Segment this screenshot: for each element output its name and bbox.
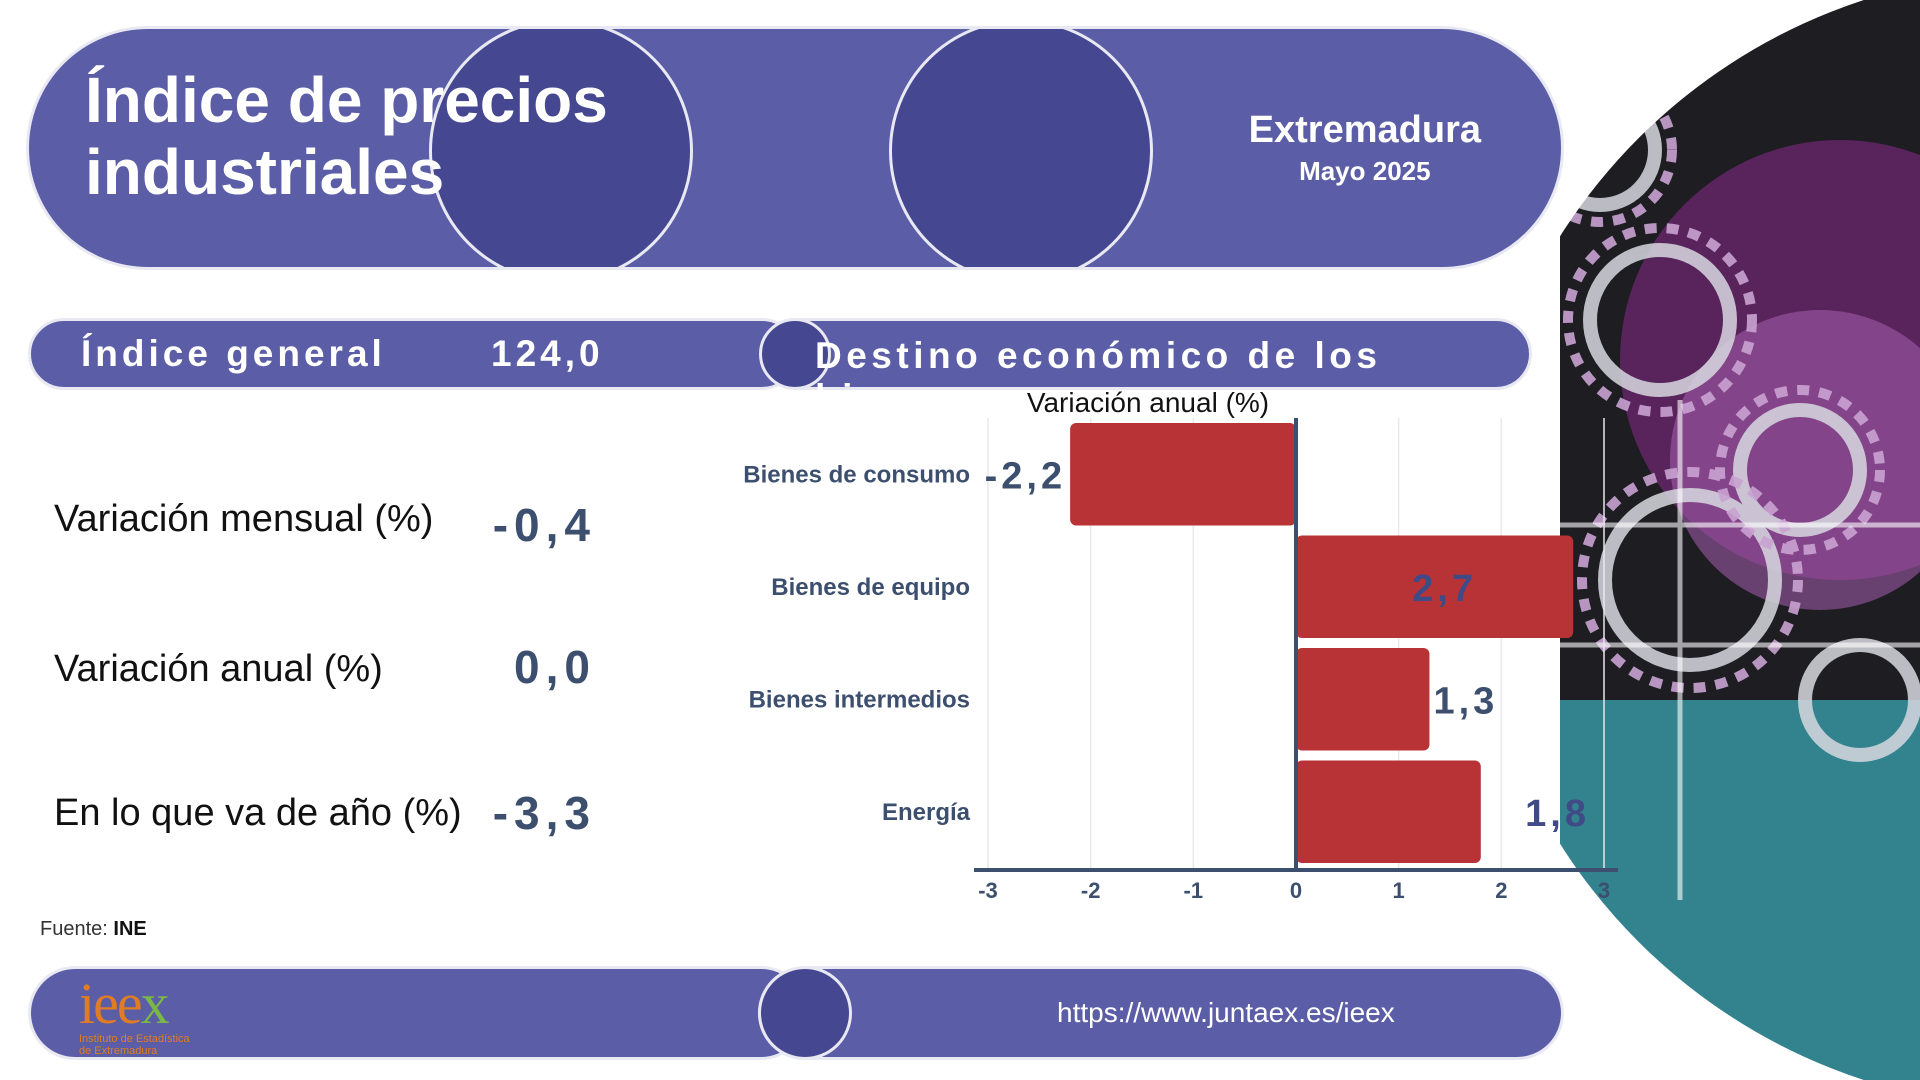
x-tick-label: 2 [1495, 878, 1507, 903]
x-tick-label: 3 [1598, 878, 1610, 903]
banner-decor-circle [429, 29, 693, 267]
x-tick-label: 0 [1290, 878, 1302, 903]
region-block: Extremadura Mayo 2025 [1249, 109, 1481, 187]
region-name: Extremadura [1248, 109, 1481, 151]
category-label: Bienes de equipo [771, 574, 970, 601]
source-note: Fuente: INE [40, 918, 147, 941]
bar [1296, 760, 1481, 863]
x-tick-label: 1 [1393, 878, 1405, 903]
page-title: Índice de precios industriales [85, 64, 608, 208]
data-label: -2,2 [985, 455, 1066, 497]
title-line-1: Índice de precios [85, 64, 608, 136]
website-link[interactable]: https://www.juntaex.es/ieex [1057, 997, 1395, 1028]
general-index-bar: Índice general 124,0 [28, 318, 798, 390]
ieex-logo: ieex Instituto de Estadística de Extrema… [79, 971, 190, 1058]
title-line-2: industriales [85, 135, 445, 208]
footer-url-bar: https://www.juntaex.es/ieex [758, 966, 1564, 1060]
data-label: 2,7 [1412, 568, 1477, 610]
data-label: 1,8 [1525, 793, 1590, 835]
category-label: Bienes intermedios [749, 686, 970, 713]
stat-label-ytd: En lo que va de año (%) [54, 792, 462, 834]
section-title: Destino económico de los bienes [815, 335, 1382, 418]
category-label: Energía [882, 799, 971, 826]
chart-title: Variación anual (%) [1027, 390, 1269, 418]
stat-value-ytd: -3,3 [492, 787, 596, 839]
bar [1296, 648, 1430, 751]
bar-chart: Variación anual (%) Bienes de consumo Bie… [743, 390, 1618, 903]
source-prefix: Fuente: [40, 918, 108, 940]
x-tick-label: -1 [1184, 878, 1204, 903]
data-label: 1,3 [1433, 680, 1498, 722]
stat-value-annual: 0,0 [514, 641, 596, 693]
banner-decor-circle [889, 29, 1153, 267]
stat-value-monthly: -0,4 [492, 499, 596, 551]
logo-subtitle-2: de Extremadura [79, 1045, 158, 1057]
stat-label-annual: Variación anual (%) [54, 648, 383, 690]
header-banner: Índice de precios industriales Extremadu… [26, 26, 1564, 270]
general-index-value: 124,0 [491, 333, 604, 374]
logo-subtitle: Instituto de Estadística [79, 1033, 190, 1045]
category-label: Bienes de consumo [743, 461, 970, 488]
footer-logo-bar: ieex Instituto de Estadística de Extrema… [28, 966, 808, 1060]
bar [1296, 535, 1574, 638]
bar-decor-circle [758, 966, 852, 1060]
x-tick-label: -2 [1081, 878, 1101, 903]
general-index-label: Índice general [81, 333, 386, 374]
x-tick-label: -3 [978, 878, 998, 903]
gears-decoration [1560, 0, 1920, 1080]
stat-label-monthly: Variación mensual (%) [54, 498, 434, 540]
period: Mayo 2025 [1299, 156, 1431, 186]
section-title-bar: Destino económico de los bienes [759, 318, 1532, 418]
source-name: INE [113, 918, 147, 940]
bar-decor-circle [759, 318, 831, 390]
bar [1070, 423, 1296, 526]
